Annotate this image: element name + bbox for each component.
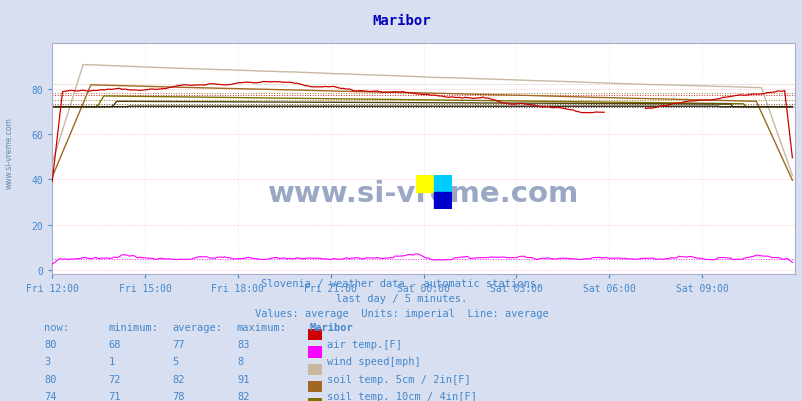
Text: 80: 80 [44, 374, 57, 384]
Text: 82: 82 [237, 391, 249, 401]
Text: 78: 78 [172, 391, 185, 401]
Text: 1: 1 [108, 356, 115, 367]
Text: last day / 5 minutes.: last day / 5 minutes. [335, 294, 467, 304]
Text: 74: 74 [44, 391, 57, 401]
Bar [433, 192, 452, 209]
Text: Slovenia / weather data - automatic stations.: Slovenia / weather data - automatic stat… [261, 279, 541, 289]
Text: soil temp. 10cm / 4in[F]: soil temp. 10cm / 4in[F] [326, 391, 476, 401]
Text: 80: 80 [44, 339, 57, 349]
Text: air temp.[F]: air temp.[F] [326, 339, 401, 349]
Text: 68: 68 [108, 339, 121, 349]
Text: 77: 77 [172, 339, 185, 349]
Text: average:: average: [172, 322, 222, 332]
Text: www.si-vreme.com: www.si-vreme.com [5, 117, 14, 188]
Bar [415, 175, 433, 192]
Bar [433, 175, 452, 192]
Text: minimum:: minimum: [108, 322, 158, 332]
Text: 82: 82 [172, 374, 185, 384]
Text: soil temp. 5cm / 2in[F]: soil temp. 5cm / 2in[F] [326, 374, 470, 384]
Text: now:: now: [44, 322, 69, 332]
Text: 72: 72 [108, 374, 121, 384]
Text: 8: 8 [237, 356, 243, 367]
Text: Values: average  Units: imperial  Line: average: Values: average Units: imperial Line: av… [254, 308, 548, 318]
Text: 3: 3 [44, 356, 51, 367]
Text: Maribor: Maribor [309, 322, 352, 332]
Text: Maribor: Maribor [371, 14, 431, 28]
Text: www.si-vreme.com: www.si-vreme.com [268, 180, 578, 208]
Text: wind speed[mph]: wind speed[mph] [326, 356, 420, 367]
Text: 83: 83 [237, 339, 249, 349]
Text: maximum:: maximum: [237, 322, 286, 332]
Text: 5: 5 [172, 356, 179, 367]
Text: 71: 71 [108, 391, 121, 401]
Text: 91: 91 [237, 374, 249, 384]
